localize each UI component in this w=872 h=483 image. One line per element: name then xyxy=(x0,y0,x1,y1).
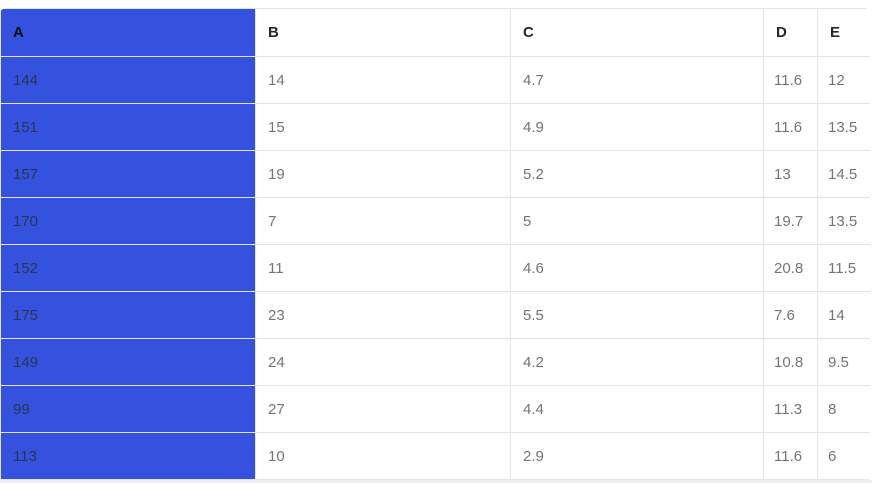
table-row: 113 10 2.9 11.6 6 xyxy=(0,432,870,480)
table-cell-b-6[interactable]: 23 xyxy=(255,291,511,339)
page-background-strip xyxy=(0,480,872,483)
table-cell-a-8[interactable]: 99 xyxy=(0,385,256,433)
table-row: 99 27 4.4 11.3 8 xyxy=(0,385,870,433)
table-cell-c-8[interactable]: 4.4 xyxy=(510,385,764,433)
table-cell-d-7[interactable]: 10.8 xyxy=(763,338,818,386)
table-cell-b-8[interactable]: 27 xyxy=(255,385,511,433)
table-row: 175 23 5.5 7.6 14 xyxy=(0,291,870,339)
column-header-a[interactable]: A xyxy=(0,8,256,57)
table-cell-d-9[interactable]: 11.6 xyxy=(763,432,818,480)
table-cell-e-1[interactable]: 12 xyxy=(817,56,870,104)
table-row: 151 15 4.9 11.6 13.5 xyxy=(0,103,870,151)
table-cell-e-8[interactable]: 8 xyxy=(817,385,870,433)
table-cell-c-1[interactable]: 4.7 xyxy=(510,56,764,104)
table-cell-b-5[interactable]: 11 xyxy=(255,244,511,292)
column-header-d[interactable]: D xyxy=(763,8,818,57)
table-cell-b-7[interactable]: 24 xyxy=(255,338,511,386)
table-cell-c-6[interactable]: 5.5 xyxy=(510,291,764,339)
table-cell-d-6[interactable]: 7.6 xyxy=(763,291,818,339)
table-cell-d-1[interactable]: 11.6 xyxy=(763,56,818,104)
table-cell-c-7[interactable]: 4.2 xyxy=(510,338,764,386)
table-cell-a-4[interactable]: 170 xyxy=(0,197,256,245)
table-cell-e-3[interactable]: 14.5 xyxy=(817,150,870,198)
table-cell-c-2[interactable]: 4.9 xyxy=(510,103,764,151)
table-cell-e-5[interactable]: 11.5 xyxy=(817,244,870,292)
table-cell-b-1[interactable]: 14 xyxy=(255,56,511,104)
table-body: 144 14 4.7 11.6 12 151 15 4.9 11.6 13.5 157 19 5.2 13… xyxy=(0,56,870,480)
table-cell-a-9[interactable]: 113 xyxy=(0,432,256,480)
table-cell-b-2[interactable]: 15 xyxy=(255,103,511,151)
column-header-e[interactable]: E xyxy=(817,8,870,57)
table-row: 144 14 4.7 11.6 12 xyxy=(0,56,870,104)
table-cell-e-7[interactable]: 9.5 xyxy=(817,338,870,386)
table-cell-d-4[interactable]: 19.7 xyxy=(763,197,818,245)
table-cell-d-5[interactable]: 20.8 xyxy=(763,244,818,292)
table-cell-a-3[interactable]: 157 xyxy=(0,150,256,198)
table-cell-e-9[interactable]: 6 xyxy=(817,432,870,480)
table-cell-c-3[interactable]: 5.2 xyxy=(510,150,764,198)
table-cell-e-6[interactable]: 14 xyxy=(817,291,870,339)
table-cell-d-8[interactable]: 11.3 xyxy=(763,385,818,433)
table-cell-b-9[interactable]: 10 xyxy=(255,432,511,480)
table-cell-d-2[interactable]: 11.6 xyxy=(763,103,818,151)
table-cell-b-3[interactable]: 19 xyxy=(255,150,511,198)
table-row: 152 11 4.6 20.8 11.5 xyxy=(0,244,870,292)
table-row: 149 24 4.2 10.8 9.5 xyxy=(0,338,870,386)
table-cell-b-4[interactable]: 7 xyxy=(255,197,511,245)
table-cell-c-4[interactable]: 5 xyxy=(510,197,764,245)
table-cell-c-9[interactable]: 2.9 xyxy=(510,432,764,480)
table-cell-a-6[interactable]: 175 xyxy=(0,291,256,339)
table-cell-a-2[interactable]: 151 xyxy=(0,103,256,151)
table-cell-c-5[interactable]: 4.6 xyxy=(510,244,764,292)
table-row: 170 7 5 19.7 13.5 xyxy=(0,197,870,245)
table-cell-a-5[interactable]: 152 xyxy=(0,244,256,292)
column-header-b[interactable]: B xyxy=(255,8,511,57)
column-header-c[interactable]: C xyxy=(510,8,764,57)
table-cell-a-1[interactable]: 144 xyxy=(0,56,256,104)
table-cell-e-2[interactable]: 13.5 xyxy=(817,103,870,151)
table-cell-e-4[interactable]: 13.5 xyxy=(817,197,870,245)
table-cell-a-7[interactable]: 149 xyxy=(0,338,256,386)
table-row: 157 19 5.2 13 14.5 xyxy=(0,150,870,198)
table-cell-d-3[interactable]: 13 xyxy=(763,150,818,198)
